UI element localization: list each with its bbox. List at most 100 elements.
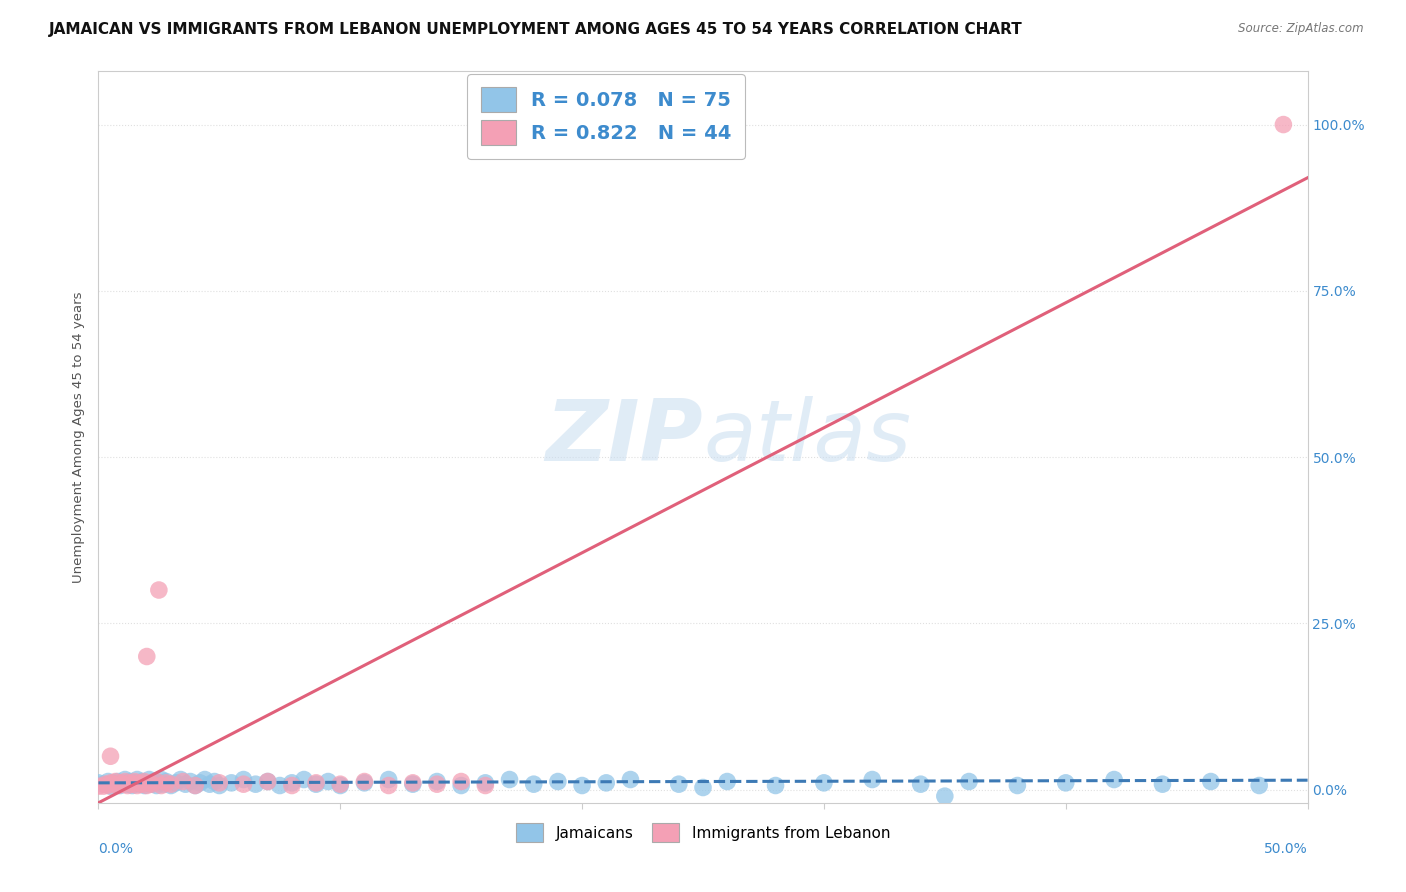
- Point: [148, 776, 170, 790]
- Point: [111, 776, 134, 790]
- Point: [353, 776, 375, 790]
- Point: [204, 774, 226, 789]
- Point: [117, 777, 139, 791]
- Point: [402, 777, 425, 791]
- Point: [174, 777, 197, 791]
- Point: [100, 776, 122, 790]
- Point: [134, 779, 156, 793]
- Point: [668, 777, 690, 791]
- Point: [131, 777, 153, 791]
- Point: [232, 772, 254, 787]
- Point: [160, 779, 183, 793]
- Point: [179, 774, 201, 789]
- Point: [474, 776, 496, 790]
- Point: [155, 776, 177, 790]
- Point: [523, 777, 546, 791]
- Point: [245, 777, 267, 791]
- Point: [305, 776, 328, 790]
- Point: [498, 772, 520, 787]
- Point: [100, 749, 122, 764]
- Point: [91, 779, 114, 793]
- Text: JAMAICAN VS IMMIGRANTS FROM LEBANON UNEMPLOYMENT AMONG AGES 45 TO 54 YEARS CORRE: JAMAICAN VS IMMIGRANTS FROM LEBANON UNEM…: [49, 22, 1024, 37]
- Point: [117, 779, 139, 793]
- Point: [1102, 772, 1125, 787]
- Point: [426, 777, 449, 791]
- Point: [256, 774, 278, 789]
- Point: [91, 777, 114, 791]
- Point: [402, 776, 425, 790]
- Point: [148, 582, 170, 597]
- Point: [150, 779, 173, 793]
- Point: [118, 774, 141, 789]
- Point: [135, 649, 157, 664]
- Point: [169, 772, 191, 787]
- Point: [87, 779, 110, 793]
- Point: [269, 779, 291, 793]
- Point: [1199, 774, 1222, 789]
- Point: [184, 779, 207, 793]
- Point: [165, 776, 187, 790]
- Point: [152, 777, 174, 791]
- Point: [692, 780, 714, 795]
- Point: [138, 772, 160, 787]
- Text: Source: ZipAtlas.com: Source: ZipAtlas.com: [1239, 22, 1364, 36]
- Point: [97, 774, 120, 789]
- Point: [426, 774, 449, 789]
- Point: [1054, 776, 1077, 790]
- Point: [221, 776, 243, 790]
- Text: ZIP: ZIP: [546, 395, 703, 479]
- Point: [281, 776, 304, 790]
- Point: [353, 774, 375, 789]
- Point: [450, 774, 472, 789]
- Point: [145, 779, 167, 793]
- Point: [104, 777, 127, 791]
- Point: [595, 776, 617, 790]
- Point: [194, 772, 217, 787]
- Y-axis label: Unemployment Among Ages 45 to 54 years: Unemployment Among Ages 45 to 54 years: [72, 292, 86, 582]
- Point: [101, 777, 124, 791]
- Point: [108, 776, 131, 790]
- Point: [957, 774, 980, 789]
- Point: [188, 776, 211, 790]
- Point: [765, 779, 787, 793]
- Point: [910, 777, 932, 791]
- Point: [108, 779, 131, 793]
- Point: [135, 776, 157, 790]
- Legend: Jamaicans, Immigrants from Lebanon: Jamaicans, Immigrants from Lebanon: [509, 815, 897, 850]
- Point: [1152, 777, 1174, 791]
- Point: [121, 777, 143, 791]
- Point: [329, 777, 352, 791]
- Point: [107, 774, 129, 789]
- Point: [934, 789, 956, 804]
- Point: [118, 776, 141, 790]
- Point: [124, 776, 146, 790]
- Point: [128, 776, 150, 790]
- Point: [619, 772, 641, 787]
- Point: [860, 772, 883, 787]
- Point: [101, 776, 124, 790]
- Point: [184, 779, 207, 793]
- Point: [1272, 118, 1295, 132]
- Point: [94, 777, 117, 791]
- Text: 50.0%: 50.0%: [1264, 842, 1308, 855]
- Point: [813, 776, 835, 790]
- Point: [716, 774, 738, 789]
- Point: [316, 774, 339, 789]
- Point: [208, 779, 231, 793]
- Point: [138, 776, 160, 790]
- Point: [232, 777, 254, 791]
- Point: [87, 776, 110, 790]
- Point: [160, 777, 183, 791]
- Point: [1249, 779, 1271, 793]
- Point: [141, 777, 163, 791]
- Point: [1007, 779, 1029, 793]
- Point: [474, 779, 496, 793]
- Point: [155, 774, 177, 789]
- Point: [111, 777, 134, 791]
- Point: [134, 774, 156, 789]
- Point: [292, 772, 315, 787]
- Point: [377, 779, 399, 793]
- Point: [100, 779, 122, 793]
- Point: [145, 774, 167, 789]
- Point: [107, 779, 129, 793]
